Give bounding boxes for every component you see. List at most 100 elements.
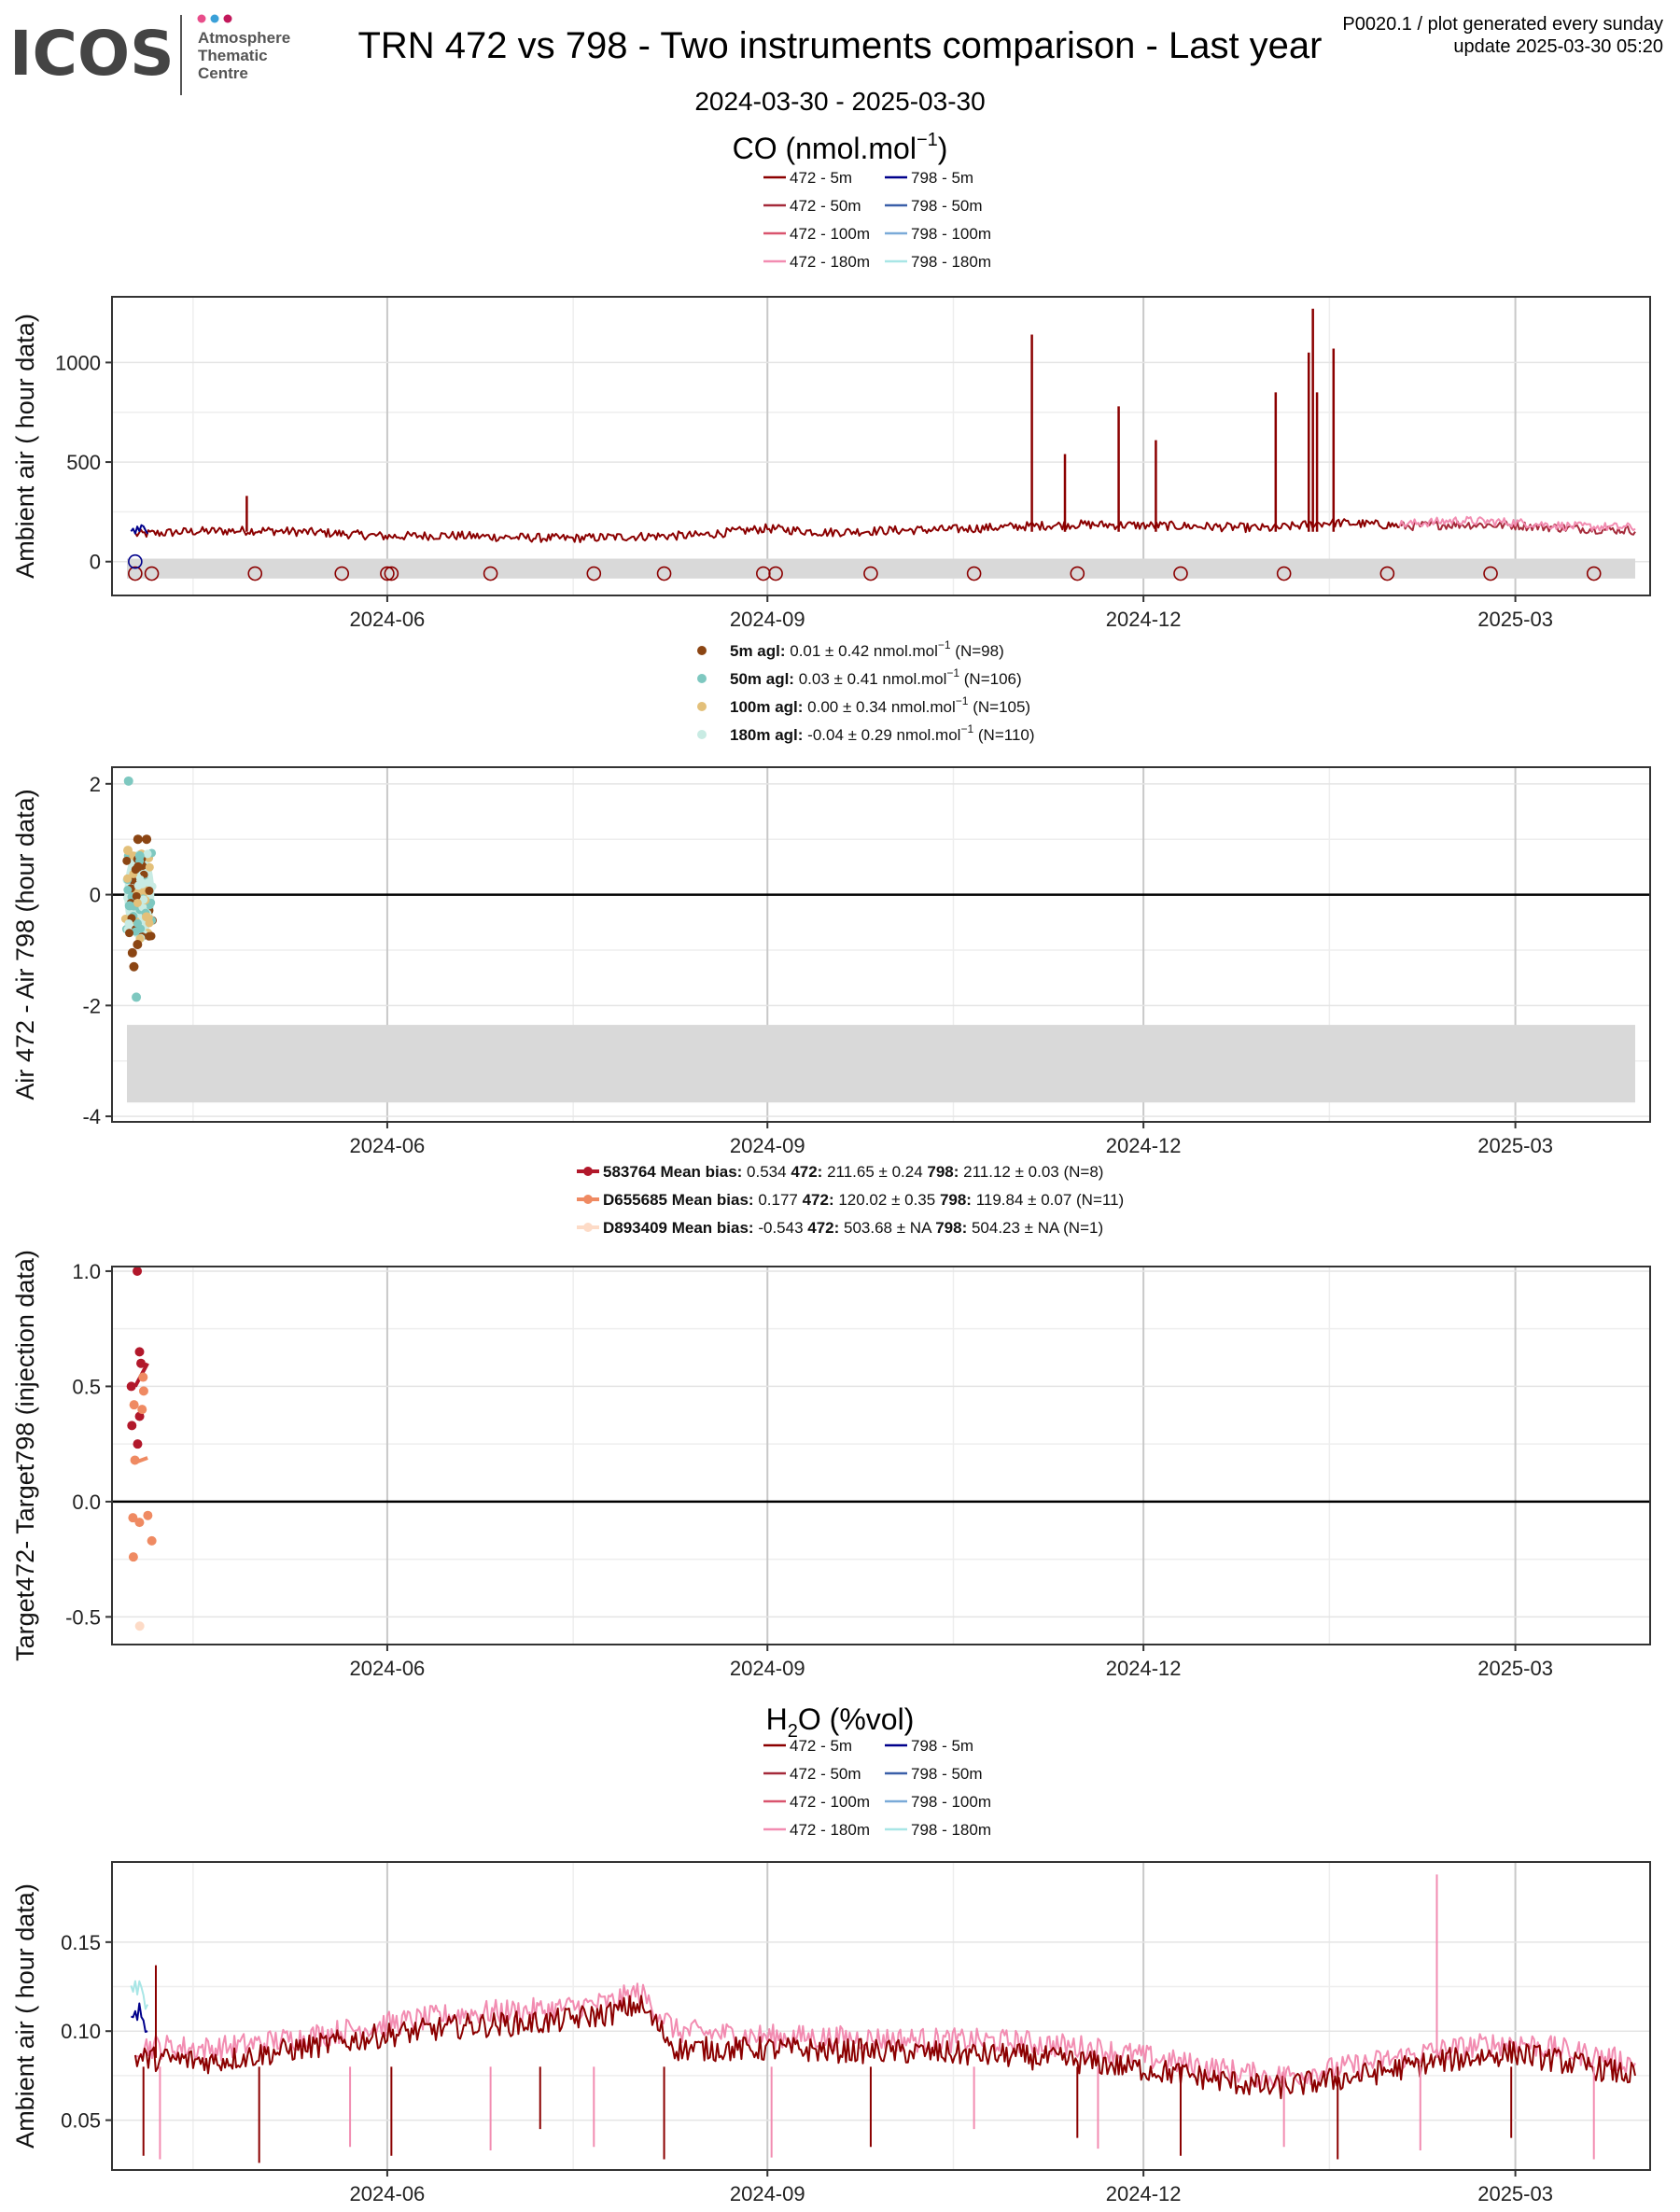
x-tick-label: 2024-06	[350, 2182, 426, 2205]
y-tick-label: 0.0	[72, 1491, 101, 1514]
legend-height: 100m agl:	[730, 698, 807, 716]
x-tick-label: 2024-09	[730, 1134, 805, 1157]
data-point	[133, 834, 143, 845]
x-tick-label: 2025-03	[1477, 2182, 1553, 2205]
legend-798-value: 119.84 ± 0.07	[976, 1191, 1076, 1209]
calibration-marker	[384, 566, 399, 581]
calibration-marker	[586, 566, 602, 581]
legend-label: 472 - 180m	[790, 253, 870, 271]
logo-sub-line: Atmosphere	[198, 29, 290, 47]
x-tick-label: 2024-12	[1106, 1134, 1182, 1157]
legend-cylinder: D893409	[603, 1219, 672, 1237]
y-tick-label: 1.0	[72, 1260, 101, 1283]
data-point	[132, 992, 142, 1002]
data-point	[133, 940, 143, 949]
x-tick-label: 2025-03	[1477, 1134, 1553, 1157]
legend-798-value: 504.23 ± NA	[972, 1219, 1063, 1237]
legend-472-value: 211.65 ± 0.24	[827, 1163, 927, 1181]
meta-line-1: P0020.1 / plot generated every sunday	[1342, 14, 1663, 35]
legend-swatch	[697, 702, 707, 711]
calibration-marker	[966, 566, 982, 581]
legend-swatch-dot	[583, 1195, 593, 1204]
x-tick-label: 2024-06	[350, 1657, 426, 1680]
h2o-title-base: H	[766, 1702, 788, 1736]
calibration-marker	[1586, 566, 1602, 581]
x-tick-label: 2024-09	[730, 608, 805, 631]
legend-stats: 0.03 ± 0.41 nmol.mol	[799, 670, 947, 688]
co-legend: 472 - 5m 798 - 5m 472 - 50m 798 - 50m 472 - …	[763, 169, 991, 271]
legend-cylinder: D655685	[603, 1191, 672, 1209]
h2o-panel-title: H2O (%vol)	[766, 1702, 915, 1742]
legend-label: 798 - 180m	[911, 253, 991, 271]
data-point	[134, 851, 145, 861]
series-line	[134, 517, 1400, 543]
calibration-marker	[380, 566, 395, 581]
legend-key: 472:	[807, 1219, 844, 1237]
y-tick-label: 0	[90, 551, 101, 574]
legend-label: 798 - 5m	[911, 1737, 973, 1755]
x-tick-label: 2024-06	[350, 608, 426, 631]
y-tick-label: 500	[66, 451, 101, 474]
h2o-title-end: O (%vol)	[798, 1702, 914, 1736]
legend-label: 472 - 50m	[790, 1765, 861, 1783]
h2o-legend: 472 - 5m 798 - 5m 472 - 50m 798 - 50m 472 - …	[763, 1737, 991, 1839]
data-point	[131, 927, 140, 936]
y-tick-label: -2	[82, 994, 101, 1017]
legend-count: (N=8)	[1063, 1163, 1103, 1181]
data-point	[132, 891, 141, 901]
data-point	[124, 918, 133, 928]
legend-bias: 0.534	[747, 1163, 791, 1181]
co-title-base: CO (nmol.mol	[733, 132, 917, 165]
logo-dot	[210, 14, 219, 23]
y-tick-label: -0.5	[65, 1605, 101, 1629]
y-tick-label: 0.5	[72, 1375, 101, 1398]
data-point	[136, 1358, 147, 1368]
data-point	[142, 834, 152, 845]
legend-label: 100m agl: 0.00 ± 0.34 nmol.mol−1 (N=105)	[730, 694, 1030, 716]
data-point	[133, 1266, 143, 1276]
legend-key: Mean bias:	[660, 1163, 747, 1181]
calibration-marker	[768, 566, 783, 581]
legend-swatch-dot	[583, 1223, 593, 1232]
data-point	[124, 901, 134, 911]
logo-sub-line: Thematic	[198, 47, 268, 64]
logo-dot	[197, 14, 206, 23]
plot-border	[111, 1266, 1651, 1645]
data-point	[127, 947, 137, 958]
x-tick-label: 2025-03	[1477, 1657, 1553, 1680]
plot-background	[112, 1862, 1650, 2170]
legend-stats: 0.00 ± 0.34 nmol.mol	[807, 698, 956, 716]
legend-count: (N=110)	[973, 726, 1034, 744]
page-title: TRN 472 vs 798 - Two instruments compari…	[357, 25, 1322, 66]
legend-label: 798 - 50m	[911, 1765, 983, 1783]
x-tick-label: 2024-12	[1106, 2182, 1182, 2205]
legend-label: 5m agl: 0.01 ± 0.42 nmol.mol−1 (N=98)	[730, 638, 1004, 660]
calibration-marker	[1173, 566, 1188, 581]
data-point	[138, 1386, 148, 1396]
legend-label: 798 - 100m	[911, 225, 991, 243]
calibration-band	[127, 558, 1635, 579]
legend-bias: -0.543	[758, 1219, 807, 1237]
data-point	[137, 1405, 147, 1415]
y-tick-label: -4	[82, 1105, 101, 1128]
legend-count: (N=106)	[959, 670, 1022, 688]
date-range: 2024-03-30 - 2025-03-30	[694, 87, 985, 116]
plot-background	[112, 1267, 1650, 1645]
logo-wordmark: ICOS	[9, 18, 175, 90]
data-point	[145, 862, 154, 872]
data-point	[133, 918, 143, 928]
calibration-marker	[1483, 566, 1498, 581]
data-point	[130, 1455, 140, 1465]
series-line	[131, 2002, 148, 2033]
data-point	[145, 886, 154, 895]
y-tick-label: 2	[90, 773, 101, 796]
plot-border	[111, 766, 1651, 1123]
y-axis-label: Air 472 - Air 798 (hour data)	[11, 789, 39, 1099]
data-point	[128, 1513, 138, 1523]
legend-label: 798 - 50m	[911, 197, 983, 215]
legend-cylinder: 583764	[603, 1163, 660, 1181]
co-title-end: )	[938, 132, 948, 165]
air-diff-legend: 5m agl: 0.01 ± 0.42 nmol.mol−1 (N=98)50m…	[697, 638, 1035, 744]
data-point	[126, 1381, 136, 1392]
